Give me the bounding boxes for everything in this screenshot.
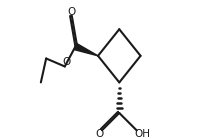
Text: O: O (95, 129, 103, 139)
Text: O: O (62, 58, 70, 67)
Polygon shape (74, 44, 98, 56)
Text: OH: OH (134, 129, 150, 139)
Text: O: O (67, 7, 75, 17)
